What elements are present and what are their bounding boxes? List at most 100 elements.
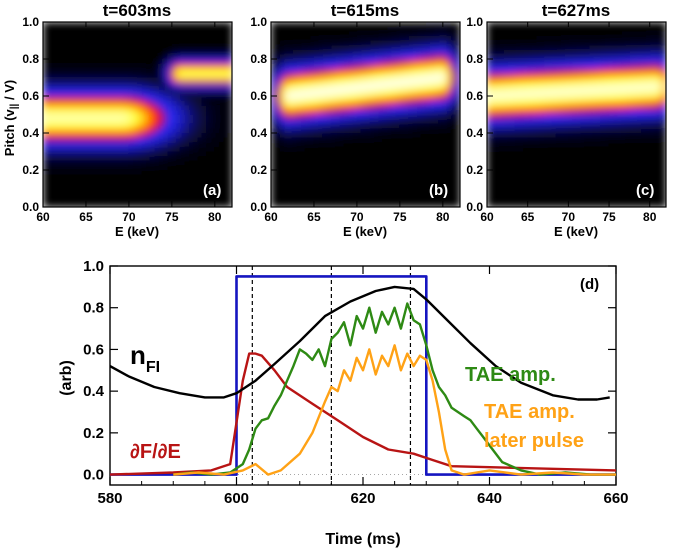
heatmap-cell xyxy=(369,128,375,134)
heatmap-cell xyxy=(214,142,220,148)
heatmap-cell xyxy=(374,68,379,74)
heatmap-cell xyxy=(348,68,354,74)
heatmap-cell xyxy=(576,202,582,207)
heatmap-cell xyxy=(369,72,375,79)
heatmap-cell xyxy=(395,35,401,42)
heatmap-cell xyxy=(335,114,341,120)
heatmap-cell xyxy=(184,193,190,199)
heatmap-cell xyxy=(47,183,53,190)
heatmap-cell xyxy=(374,82,379,88)
heatmap-cell xyxy=(568,165,574,171)
heatmap-cell xyxy=(378,174,384,180)
heatmap-cell xyxy=(176,170,182,176)
heatmap-cell xyxy=(201,133,207,139)
heatmap-cell xyxy=(499,123,504,129)
heatmap-cell xyxy=(64,188,70,194)
heatmap-cell xyxy=(128,142,134,148)
heatmap-cell xyxy=(292,49,298,55)
heatmap-cell xyxy=(348,165,354,171)
heatmap-cell xyxy=(158,26,164,32)
heatmap-cell xyxy=(77,193,83,199)
heatmap-cell xyxy=(180,45,186,51)
heatmap-cell xyxy=(425,105,431,111)
heatmap-cell xyxy=(535,59,541,65)
heatmap-cell xyxy=(596,109,602,116)
heatmap-cell xyxy=(124,68,130,74)
heatmap-cell xyxy=(339,156,345,162)
heatmap-cell xyxy=(576,40,582,46)
heatmap-cell xyxy=(189,35,194,42)
heatmap-cell xyxy=(365,96,371,102)
heatmap-cell xyxy=(369,188,375,194)
heatmap-cell xyxy=(625,128,630,134)
heatmap-cell xyxy=(275,179,281,185)
heatmap-cell xyxy=(531,151,537,157)
heatmap-cell xyxy=(146,72,151,79)
heatmap-cell xyxy=(344,100,349,106)
heatmap-cell xyxy=(141,137,147,143)
heatmap-cell xyxy=(391,202,397,207)
heatmap-cell xyxy=(309,26,315,32)
heatmap-cell xyxy=(386,91,392,97)
heatmap-cell xyxy=(154,72,160,79)
heatmap-cell xyxy=(543,54,549,60)
heatmap-cell xyxy=(348,128,354,134)
heatmap-cell xyxy=(447,174,453,180)
heatmap-cell xyxy=(588,119,594,125)
heatmap-cell xyxy=(180,170,186,176)
heatmap-cell xyxy=(378,128,384,134)
heatmap-cell xyxy=(146,133,151,139)
panel-b-frame xyxy=(270,21,461,208)
heatmap-cell xyxy=(120,123,126,129)
heatmap-cell xyxy=(171,197,177,203)
heatmap-cell xyxy=(219,128,225,134)
heatmap-cell xyxy=(214,105,220,111)
heatmap-cell xyxy=(197,54,203,60)
heatmap-cell xyxy=(417,54,422,60)
heatmap-cell xyxy=(499,109,504,116)
heatmap-cell xyxy=(296,165,302,171)
heatmap-cell xyxy=(556,59,561,65)
heatmap-cell xyxy=(625,197,630,203)
heatmap-cell xyxy=(344,49,349,55)
heatmap-cell xyxy=(219,183,225,190)
heatmap-cell xyxy=(81,174,87,180)
heatmap-cell xyxy=(378,31,384,37)
heatmap-cell xyxy=(279,128,285,134)
heatmap-cell xyxy=(429,49,435,55)
heatmap-cell xyxy=(604,72,610,79)
heatmap-cell xyxy=(499,26,504,32)
heatmap-cell xyxy=(206,72,212,79)
heatmap-cell xyxy=(271,68,276,74)
heatmap-cell xyxy=(154,133,160,139)
heatmap-cell xyxy=(499,174,504,180)
heatmap-cell xyxy=(395,142,401,148)
heatmap-cell xyxy=(344,133,349,139)
heatmap-cell xyxy=(214,40,220,46)
heatmap-cell xyxy=(568,202,574,207)
panel-a: t=603ms 60 65 70 75 800.00.20.40.60.81.0 (a)… xyxy=(2,1,233,239)
heatmap-cell xyxy=(331,68,337,74)
heatmap-cell xyxy=(617,105,622,111)
heatmap-cell xyxy=(197,45,203,51)
heatmap-cell xyxy=(531,137,537,143)
heatmap-cell xyxy=(133,91,139,97)
heatmap-cell xyxy=(43,26,48,32)
heatmap-cell xyxy=(171,91,177,97)
heatmap-cell xyxy=(556,96,561,102)
heatmap-cell xyxy=(167,197,173,203)
heatmap-cell xyxy=(531,31,537,37)
heatmap-cell xyxy=(60,133,66,139)
heatmap-cell xyxy=(137,133,143,139)
heatmap-cell xyxy=(47,133,53,139)
heatmap-cell xyxy=(438,193,444,199)
heatmap-cell xyxy=(150,31,156,37)
heatmap-cell xyxy=(361,109,367,116)
heatmap-cell xyxy=(85,114,91,120)
heatmap-cell xyxy=(438,165,444,171)
heatmap-cell xyxy=(572,202,578,207)
heatmap-cell xyxy=(421,165,427,171)
heatmap-cell xyxy=(90,26,96,32)
heatmap-cell xyxy=(523,202,529,207)
heatmap-cell xyxy=(527,188,533,194)
